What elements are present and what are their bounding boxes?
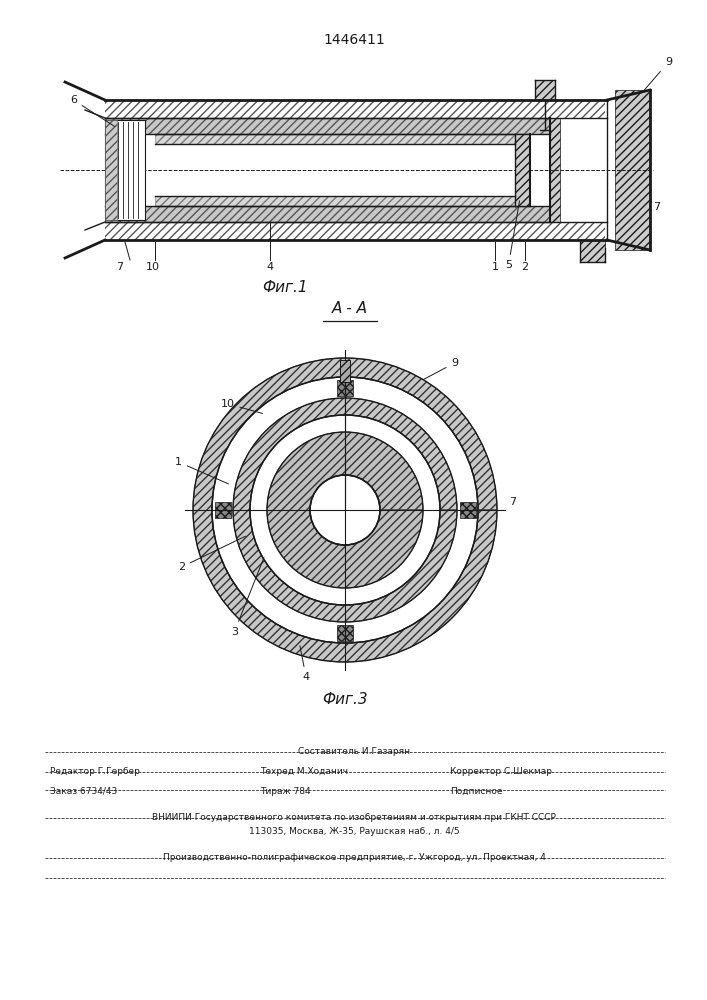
Text: 4: 4 — [300, 646, 310, 682]
Bar — [105, 100, 605, 118]
Polygon shape — [233, 398, 457, 622]
Text: A - A: A - A — [332, 301, 368, 316]
Text: 4: 4 — [267, 262, 274, 272]
Ellipse shape — [212, 377, 478, 643]
Bar — [105, 206, 550, 222]
Bar — [535, 80, 555, 100]
Text: 10: 10 — [146, 262, 160, 272]
Bar — [155, 134, 515, 144]
Text: 3: 3 — [231, 558, 264, 637]
Ellipse shape — [250, 415, 440, 605]
Text: 1: 1 — [175, 457, 228, 484]
Bar — [105, 120, 145, 220]
Text: 10: 10 — [221, 399, 262, 413]
Text: 7: 7 — [653, 202, 660, 212]
Text: 1: 1 — [491, 262, 498, 272]
Text: Подписное: Подписное — [450, 787, 503, 796]
Bar — [340, 360, 350, 382]
Bar — [105, 120, 117, 220]
Bar — [460, 502, 476, 518]
Bar — [214, 502, 230, 518]
Polygon shape — [193, 358, 497, 662]
Text: 9: 9 — [423, 358, 459, 379]
Text: 1446411: 1446411 — [323, 33, 385, 47]
Polygon shape — [267, 432, 423, 588]
Text: 7: 7 — [509, 497, 516, 507]
Text: 7: 7 — [117, 262, 124, 272]
Text: Составитель И.Газарян: Составитель И.Газарян — [298, 747, 410, 756]
Ellipse shape — [310, 475, 380, 545]
Bar — [515, 134, 530, 206]
Text: Тираж 784: Тираж 784 — [260, 787, 310, 796]
Text: Производственно-полиграфическое предприятие, г. Ужгород, ул. Проектная, 4: Производственно-полиграфическое предприя… — [163, 853, 545, 862]
Text: Заказ 6734/43: Заказ 6734/43 — [50, 787, 117, 796]
Text: 9: 9 — [642, 57, 672, 93]
Text: 6: 6 — [70, 95, 115, 126]
Bar — [337, 624, 353, 641]
Bar — [105, 222, 605, 240]
Bar — [105, 118, 550, 134]
Text: 2: 2 — [522, 262, 529, 272]
Text: Редактор Г.Гербер: Редактор Г.Гербер — [50, 767, 140, 776]
Text: Техред М.Ходанич: Техред М.Ходанич — [260, 767, 348, 776]
Bar — [615, 90, 650, 250]
Text: 2: 2 — [178, 536, 245, 572]
Bar — [337, 379, 353, 395]
Bar — [155, 196, 515, 206]
Bar — [550, 118, 560, 222]
Text: Корректор С.Шекмар: Корректор С.Шекмар — [450, 767, 552, 776]
Bar — [580, 240, 605, 262]
Text: 113035, Москва, Ж-35, Раушская наб., л. 4/5: 113035, Москва, Ж-35, Раушская наб., л. … — [249, 827, 460, 836]
Text: ВНИИПИ Государственного комитета по изобретениям и открытиям при ГКНТ СССР: ВНИИПИ Государственного комитета по изоб… — [152, 813, 556, 822]
Text: Фиг.1: Фиг.1 — [262, 280, 308, 295]
Text: Фиг.3: Фиг.3 — [322, 692, 368, 707]
Text: 5: 5 — [505, 201, 520, 270]
